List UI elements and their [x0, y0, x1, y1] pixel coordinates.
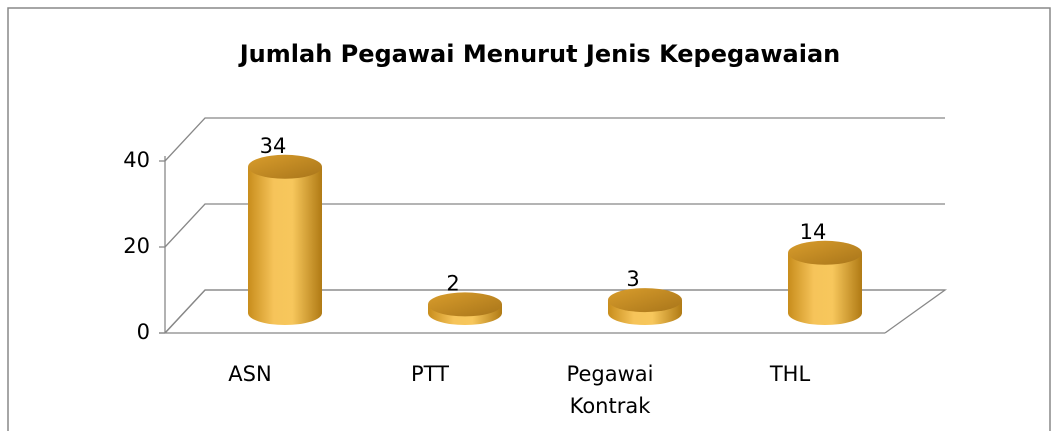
grid-line	[164, 289, 945, 334]
bar-top	[248, 154, 322, 179]
y-tick-label: 40	[123, 148, 150, 172]
bar-top	[608, 288, 682, 313]
bar	[788, 240, 862, 325]
bar	[428, 292, 502, 325]
data-label: 2	[446, 271, 459, 295]
data-label: 34	[260, 134, 287, 158]
bar-body	[248, 166, 322, 325]
x-tick-label: ASN	[228, 362, 271, 386]
bar-top	[428, 292, 502, 317]
y-tick-label: 0	[137, 320, 150, 344]
x-tick-label: THL	[769, 362, 811, 386]
grid-line	[164, 117, 945, 162]
grid-line	[164, 203, 945, 248]
x-tick-label: PTT	[411, 362, 449, 386]
x-tick-label: Pegawai Kontrak	[567, 362, 654, 418]
bar	[248, 154, 322, 325]
bar-body	[788, 252, 862, 325]
chart-title: Jumlah Pegawai Menurut Jenis Kepegawaian	[238, 40, 840, 68]
bar-top	[788, 240, 862, 265]
y-tick-label: 20	[123, 234, 150, 258]
chart-frame	[7, 7, 1051, 431]
data-label: 14	[800, 220, 827, 244]
data-label: 3	[626, 267, 639, 291]
bar	[608, 288, 682, 325]
